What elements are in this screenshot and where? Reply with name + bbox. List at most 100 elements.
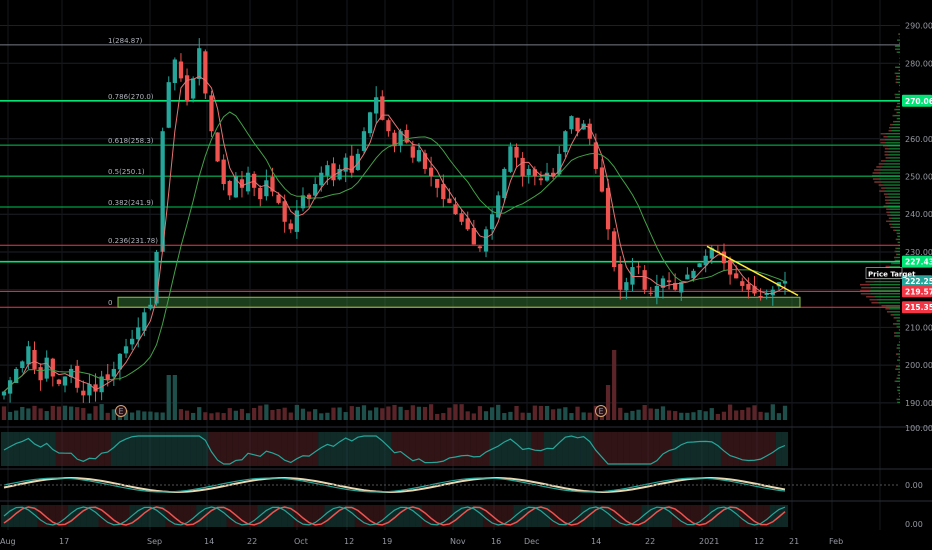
candle-body — [56, 379, 62, 385]
pane3-bg — [476, 505, 483, 527]
candle-body — [245, 172, 251, 192]
pane3-bg — [104, 505, 111, 527]
pane3-bg — [653, 505, 660, 527]
candle-body — [398, 131, 403, 146]
pane3-bg — [470, 505, 477, 527]
volume-bar — [233, 410, 238, 420]
pane1-bg — [55, 432, 62, 466]
pane1-bg — [769, 432, 776, 466]
profile-bar-sell — [884, 148, 889, 150]
candle-body — [87, 384, 92, 396]
volume-bar — [465, 411, 470, 420]
profile-bar-sell — [883, 136, 888, 138]
pane1-bg — [775, 432, 782, 466]
pane3-bg — [531, 505, 538, 527]
price-label-box — [902, 275, 932, 288]
pane1-bg — [74, 432, 81, 466]
pane3-bg — [769, 505, 776, 527]
pane1-bg — [104, 432, 111, 466]
candle-body — [392, 132, 397, 147]
pane1-bg — [177, 432, 184, 466]
profile-bar — [894, 108, 900, 111]
earnings-marker[interactable] — [115, 405, 127, 417]
pane3-bg — [611, 505, 618, 527]
profile-bar — [894, 259, 900, 262]
pane1-bg — [208, 432, 215, 466]
support-zone-box — [117, 296, 801, 308]
volume-bar — [184, 410, 190, 420]
volume-bar — [374, 407, 379, 420]
trendline[interactable] — [706, 245, 799, 297]
fib-label: 0.236(231.78) — [108, 237, 158, 245]
candle-body — [410, 146, 415, 158]
profile-bar-sell — [896, 117, 898, 120]
volume-bar — [75, 407, 80, 420]
candle-body — [227, 181, 232, 196]
profile-bar — [894, 250, 900, 253]
pane1-bg — [110, 432, 117, 466]
fib-label: 0.382(241.9) — [108, 199, 154, 207]
profile-bar — [871, 302, 900, 304]
profile-bar — [897, 359, 900, 361]
profile-bar — [896, 320, 900, 322]
pane3-bg — [293, 505, 300, 527]
profile-bar — [883, 193, 900, 195]
pane3-bg — [135, 505, 142, 527]
pane1-bg — [318, 432, 325, 466]
volume-bar — [471, 413, 476, 420]
pane1-bg — [678, 432, 685, 466]
ma-slow-line — [3, 111, 786, 392]
time-tick-label: Nov — [450, 537, 466, 546]
pane3-bg — [25, 505, 32, 527]
time-tick-label: 19 — [382, 537, 392, 546]
volume-bar — [685, 412, 690, 420]
volume-bar — [557, 408, 562, 420]
moving-averages — [3, 75, 786, 392]
price-tick-label: 190.00 — [905, 399, 932, 408]
profile-bar — [891, 262, 900, 265]
pane1-bg — [415, 432, 422, 466]
volume-bar — [178, 409, 184, 420]
pane1-bg — [635, 432, 642, 466]
time-axis[interactable]: Aug 17 Sep 14 22 Oct 12 19 Nov 16 Dec 14 22 2021 12 21 F… — [0, 537, 843, 546]
candle-body — [288, 223, 293, 230]
profile-bar-sell — [897, 359, 898, 361]
candle-body — [258, 187, 263, 200]
profile-bar — [890, 314, 900, 316]
fib-label: 0 — [108, 299, 112, 307]
price-label-text: 227.43 — [905, 258, 932, 267]
profile-bar — [860, 290, 900, 292]
pane1-bg — [568, 432, 575, 466]
pane1-bg — [653, 432, 660, 466]
volume-bar — [770, 404, 775, 420]
pane1-bg — [312, 432, 319, 466]
pane1-bg — [135, 432, 142, 466]
profile-bar — [869, 299, 900, 301]
pane1-bg — [611, 432, 618, 466]
pane3-bg — [537, 505, 544, 527]
trendline-segment[interactable] — [706, 245, 799, 297]
pane-tick-label: 100.00 — [905, 424, 932, 433]
volume-bar — [20, 406, 25, 420]
profile-bar — [865, 280, 900, 283]
profile-bar — [884, 199, 900, 201]
volume-bar — [136, 410, 141, 420]
price-tick-label: 200.00 — [905, 361, 932, 370]
volume-bar — [508, 411, 513, 420]
volume-bar — [514, 406, 519, 420]
volume-bar — [62, 405, 68, 420]
pane1-bg — [0, 432, 8, 466]
profile-bar-sell — [878, 163, 885, 165]
profile-bar — [874, 181, 900, 183]
pane3-bg — [647, 505, 654, 527]
candle-body — [233, 176, 238, 198]
pane3-bg — [592, 505, 599, 527]
earnings-marker[interactable] — [595, 405, 607, 417]
profile-bar-sell — [874, 169, 881, 171]
pane3-bg — [513, 505, 520, 527]
pane1-bg — [122, 432, 130, 466]
pane1-bg — [19, 432, 26, 466]
candle-body — [618, 263, 623, 290]
